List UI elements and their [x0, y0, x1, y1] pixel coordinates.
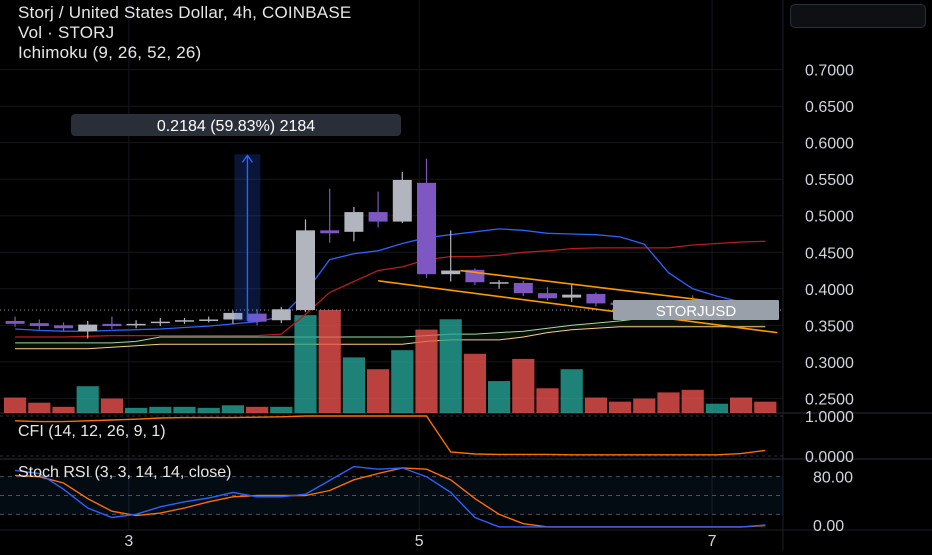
volume-bar	[173, 406, 196, 413]
stoch-legend: Stoch RSI (3, 3, 14, 14, close)	[18, 464, 231, 481]
volume-bar	[730, 397, 753, 413]
stoch-k-line	[15, 465, 766, 528]
volume-bar	[125, 407, 148, 413]
volume-bar	[705, 403, 728, 413]
candle-body[interactable]	[223, 312, 243, 320]
time-tick-label: 7	[708, 533, 717, 550]
candle-body[interactable]	[562, 294, 582, 298]
candle-body[interactable]	[29, 323, 49, 327]
candle-body[interactable]	[344, 212, 364, 232]
candle-body[interactable]	[271, 309, 291, 321]
cfi-line	[15, 415, 766, 456]
tenkan-line	[15, 228, 766, 332]
candle-body[interactable]	[513, 282, 533, 294]
volume-bar	[609, 401, 632, 413]
candle-body[interactable]	[417, 182, 436, 275]
ichimoku-lines	[15, 228, 766, 338]
price-tick-label: 0.5000	[805, 209, 854, 226]
volume-bar	[100, 398, 123, 413]
candle-body[interactable]	[126, 323, 146, 326]
candle-body[interactable]	[5, 320, 25, 324]
cfi-tick-label: 0.0000	[805, 449, 854, 466]
volume-bar	[488, 381, 511, 413]
candle-body[interactable]	[368, 212, 388, 222]
indicator-panes: CFI (14, 12, 26, 9, 1) Stoch RSI (3, 3, 1…	[0, 415, 783, 528]
volume-bar	[463, 353, 486, 413]
candle-body[interactable]	[489, 282, 509, 284]
measure-label: 0.2184 (59.83%) 2184	[157, 118, 315, 135]
price-tick-label: 0.6000	[805, 136, 854, 153]
time-tick-label: 5	[415, 533, 424, 550]
axes: 0.7000 0.6500 0.6000 0.5500 0.5000 0.4500 0.40…	[124, 63, 854, 550]
volume-bar	[4, 397, 27, 413]
candle-body[interactable]	[78, 324, 98, 332]
candle-body[interactable]	[54, 325, 73, 329]
stoch-tick-label: 0.00	[813, 518, 844, 535]
span-b-line	[15, 326, 766, 350]
kijun-line	[15, 240, 766, 338]
volume-bar	[270, 406, 293, 413]
volume-bar	[318, 310, 341, 413]
stoch-tick-label: 80.00	[813, 470, 853, 487]
price-range-measure: 0.2184 (59.83%) 2184	[71, 114, 401, 321]
volume-bar	[52, 406, 75, 413]
volume-bar	[294, 315, 317, 413]
chart-title: Storj / United States Dollar, 4h, COINBA…	[18, 3, 352, 22]
volume-bar	[681, 389, 704, 413]
time-tick-label: 3	[124, 533, 133, 550]
volume-bar	[149, 406, 172, 413]
volume-legend: Vol · STORJ	[18, 23, 115, 42]
volume-bar	[536, 388, 559, 413]
candle-body[interactable]	[175, 320, 194, 322]
volume-bars	[4, 310, 777, 413]
price-tick-label: 0.6500	[805, 99, 854, 116]
price-tick-label: 0.4500	[805, 245, 854, 262]
price-tick-label: 0.5500	[805, 172, 854, 189]
price-tick-label: 0.3000	[805, 355, 854, 372]
trend-channel: STORJUSD	[377, 269, 779, 334]
volume-bar	[560, 369, 583, 413]
candle-body[interactable]	[538, 293, 557, 299]
candle-body[interactable]	[150, 321, 170, 324]
volume-bar	[584, 397, 607, 413]
cfi-tick-label: 1.0000	[805, 409, 854, 426]
candle-body[interactable]	[320, 230, 340, 234]
price-tag-box	[613, 299, 779, 320]
volume-bar	[754, 401, 777, 413]
price-tick-label: 0.2500	[805, 391, 854, 408]
volume-bar	[415, 329, 438, 413]
ichimoku-legend: Ichimoku (9, 26, 52, 26)	[18, 43, 202, 62]
candle-body[interactable]	[199, 319, 219, 321]
volume-bar	[197, 407, 220, 413]
price-tick-label: 0.4000	[805, 282, 854, 299]
candle-body[interactable]	[296, 230, 315, 310]
volume-bar	[391, 350, 414, 413]
volume-bar	[512, 358, 535, 413]
volume-bar	[28, 402, 51, 413]
volume-bar	[657, 392, 680, 413]
volume-bar	[342, 357, 365, 413]
volume-bar	[367, 369, 390, 413]
volume-bar	[221, 405, 244, 413]
candle-body[interactable]	[441, 270, 461, 275]
price-tick-label: 0.3500	[805, 318, 854, 335]
volume-bar	[633, 398, 656, 413]
toolbar-box[interactable]	[790, 4, 926, 28]
volume-bar	[76, 386, 99, 413]
volume-bar	[439, 319, 462, 413]
cfi-legend: CFI (14, 12, 26, 9, 1)	[18, 423, 166, 440]
candle-body[interactable]	[392, 179, 412, 222]
channel-lower-line[interactable]	[377, 279, 778, 334]
measure-arrowhead	[241, 154, 253, 163]
price-tick-label: 0.7000	[805, 63, 854, 80]
price-tag-label: STORJUSD	[656, 303, 737, 320]
measure-label-box	[71, 114, 401, 136]
candle-body[interactable]	[247, 313, 267, 322]
cloud-fill	[15, 313, 766, 349]
candle-body[interactable]	[586, 293, 606, 304]
candle-body[interactable]	[102, 323, 122, 327]
volume-bar	[246, 406, 269, 413]
